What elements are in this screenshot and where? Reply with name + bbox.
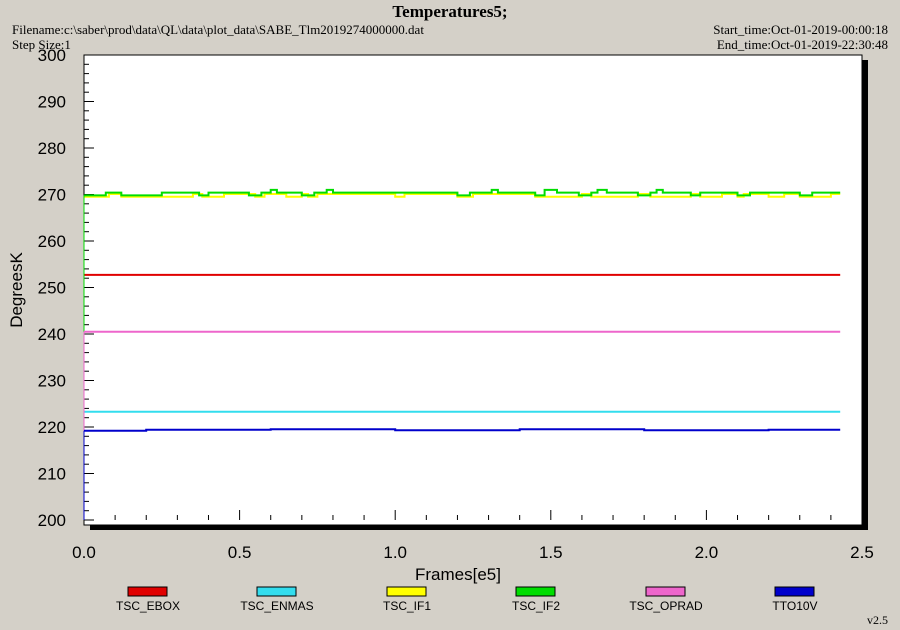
x-tick-label: 1.5 — [539, 543, 563, 562]
legend-swatch — [774, 586, 815, 597]
legend-swatch — [515, 586, 556, 597]
legend-label: TTO10V — [772, 599, 817, 613]
y-axis-title: DegreesK — [7, 252, 26, 328]
y-tick-label: 230 — [38, 372, 66, 391]
legend-swatch — [645, 586, 686, 597]
y-tick-label: 290 — [38, 93, 66, 112]
y-tick-label: 250 — [38, 279, 66, 298]
x-tick-label: 1.0 — [383, 543, 407, 562]
legend-swatch — [127, 586, 168, 597]
step-size-label: Step Size:1 — [12, 37, 71, 52]
y-tick-label: 240 — [38, 325, 66, 344]
x-axis-title: Frames[e5] — [415, 565, 501, 584]
x-tick-label: 0.5 — [228, 543, 252, 562]
series-line-tsc_if2 — [84, 188, 841, 197]
legend-label: TSC_OPRAD — [629, 599, 703, 613]
y-tick-label: 280 — [38, 139, 66, 158]
y-tick-label: 270 — [38, 186, 66, 205]
x-tick-label: 2.0 — [695, 543, 719, 562]
legend-label: TSC_EBOX — [116, 599, 180, 613]
legend-label: TSC_IF2 — [512, 599, 560, 613]
plot-area — [83, 54, 863, 526]
y-tick-label: 300 — [38, 46, 66, 65]
series-lines — [83, 188, 841, 520]
x-tick-label: 2.5 — [850, 543, 874, 562]
filename-label: Filename:c:\saber\prod\data\QL\data\plot… — [12, 22, 424, 37]
end-time-label: End_time:Oct-01-2019-22:30:48 — [716, 37, 888, 52]
legend-swatch — [256, 586, 297, 597]
axis-ticks — [83, 54, 863, 521]
start-time-label: Start_time:Oct-01-2019-00:00:18 — [713, 22, 888, 37]
chart-title: Temperatures5; — [392, 2, 508, 21]
version-label: v2.5 — [867, 613, 888, 627]
tick-labels: 200 210 220 230 240 250 260 270 280 290 300 0.0 0.5 1… — [38, 46, 874, 562]
series-line-tto10v — [84, 428, 841, 432]
y-tick-label: 210 — [38, 465, 66, 484]
legend-label: TSC_ENMAS — [240, 599, 313, 613]
legend-label: TSC_IF1 — [383, 599, 431, 613]
y-tick-label: 200 — [38, 511, 66, 530]
x-tick-label: 0.0 — [72, 543, 96, 562]
legend-swatch — [386, 586, 427, 597]
y-tick-label: 260 — [38, 232, 66, 251]
legend: TSC_EBOX TSC_ENMAS TSC_IF1 TSC_IF2 TSC_OPRAD… — [116, 586, 818, 613]
y-tick-label: 220 — [38, 418, 66, 437]
